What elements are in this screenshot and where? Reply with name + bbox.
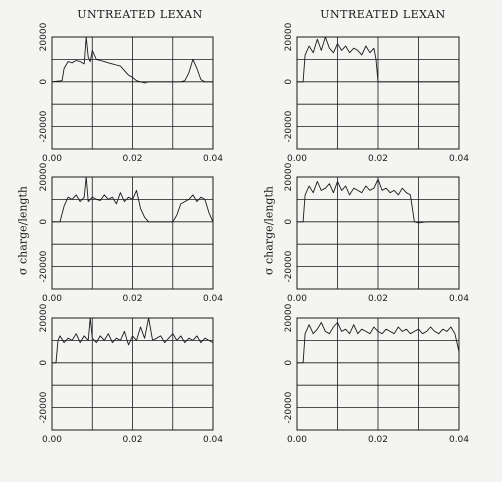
series-line xyxy=(297,178,459,224)
x-tick-label: 0.02 xyxy=(368,154,388,164)
x-tick-label: 0.00 xyxy=(287,294,307,304)
x-tick-label: 0.04 xyxy=(449,294,469,304)
panel-6: 0.00 0.02 0.04 20000 0 -20000 xyxy=(284,303,469,445)
y-tick-label: 0 xyxy=(39,219,49,225)
x-tick-label: 0.02 xyxy=(122,154,142,164)
series-line xyxy=(297,322,460,364)
panel-2: 0.00 0.02 0.04 20000 0 -20000 xyxy=(284,22,469,164)
panel-3: 0.00 0.02 0.04 20000 0 -20000 xyxy=(39,162,223,304)
y-tick-label: 20000 xyxy=(39,162,49,191)
series-line xyxy=(297,36,459,83)
y-tick-label: 0 xyxy=(39,360,49,366)
y-tick-label: -20000 xyxy=(39,250,49,282)
y-tick-label: 0 xyxy=(39,79,49,85)
y-tick-label: 20000 xyxy=(39,22,49,51)
panel-4: 0.00 0.02 0.04 20000 0 -20000 xyxy=(284,162,469,304)
panel-1: 0.00 0.02 0.04 20000 0 -20000 xyxy=(39,22,223,164)
x-tick-label: 0.02 xyxy=(368,294,388,304)
y-tick-label: -20000 xyxy=(39,110,49,142)
y-tick-label: 20000 xyxy=(284,162,294,191)
x-tick-label: 0.00 xyxy=(287,435,307,445)
y-tick-label: 20000 xyxy=(284,303,294,332)
y-tick-label: 0 xyxy=(284,79,294,85)
x-tick-label: 0.04 xyxy=(449,154,469,164)
x-tick-label: 0.02 xyxy=(122,294,142,304)
x-tick-label: 0.04 xyxy=(203,294,223,304)
series-line xyxy=(52,317,214,364)
x-tick-label: 0.00 xyxy=(42,154,62,164)
x-tick-label: 0.00 xyxy=(42,294,62,304)
x-tick-label: 0.04 xyxy=(203,435,223,445)
y-tick-label: 0 xyxy=(284,360,294,366)
series-line xyxy=(51,36,213,84)
x-tick-label: 0.00 xyxy=(42,435,62,445)
x-tick-label: 0.04 xyxy=(449,435,469,445)
title-left: UNTREATED LEXAN xyxy=(77,8,203,21)
y-tick-label: 20000 xyxy=(284,22,294,51)
x-tick-label: 0.02 xyxy=(368,435,388,445)
x-tick-label: 0.02 xyxy=(122,435,142,445)
y-tick-label: 20000 xyxy=(39,303,49,332)
y-tick-label: -20000 xyxy=(39,391,49,423)
y-tick-label: -20000 xyxy=(284,110,294,142)
series-line xyxy=(52,176,214,223)
y-tick-label: -20000 xyxy=(284,391,294,423)
y-tick-label: -20000 xyxy=(284,250,294,282)
y-tick-label: 0 xyxy=(284,219,294,225)
title-right: UNTREATED LEXAN xyxy=(320,8,446,21)
panel-5: 0.00 0.02 0.04 20000 0 -20000 xyxy=(39,303,223,445)
x-tick-label: 0.00 xyxy=(287,154,307,164)
x-tick-label: 0.04 xyxy=(203,154,223,164)
